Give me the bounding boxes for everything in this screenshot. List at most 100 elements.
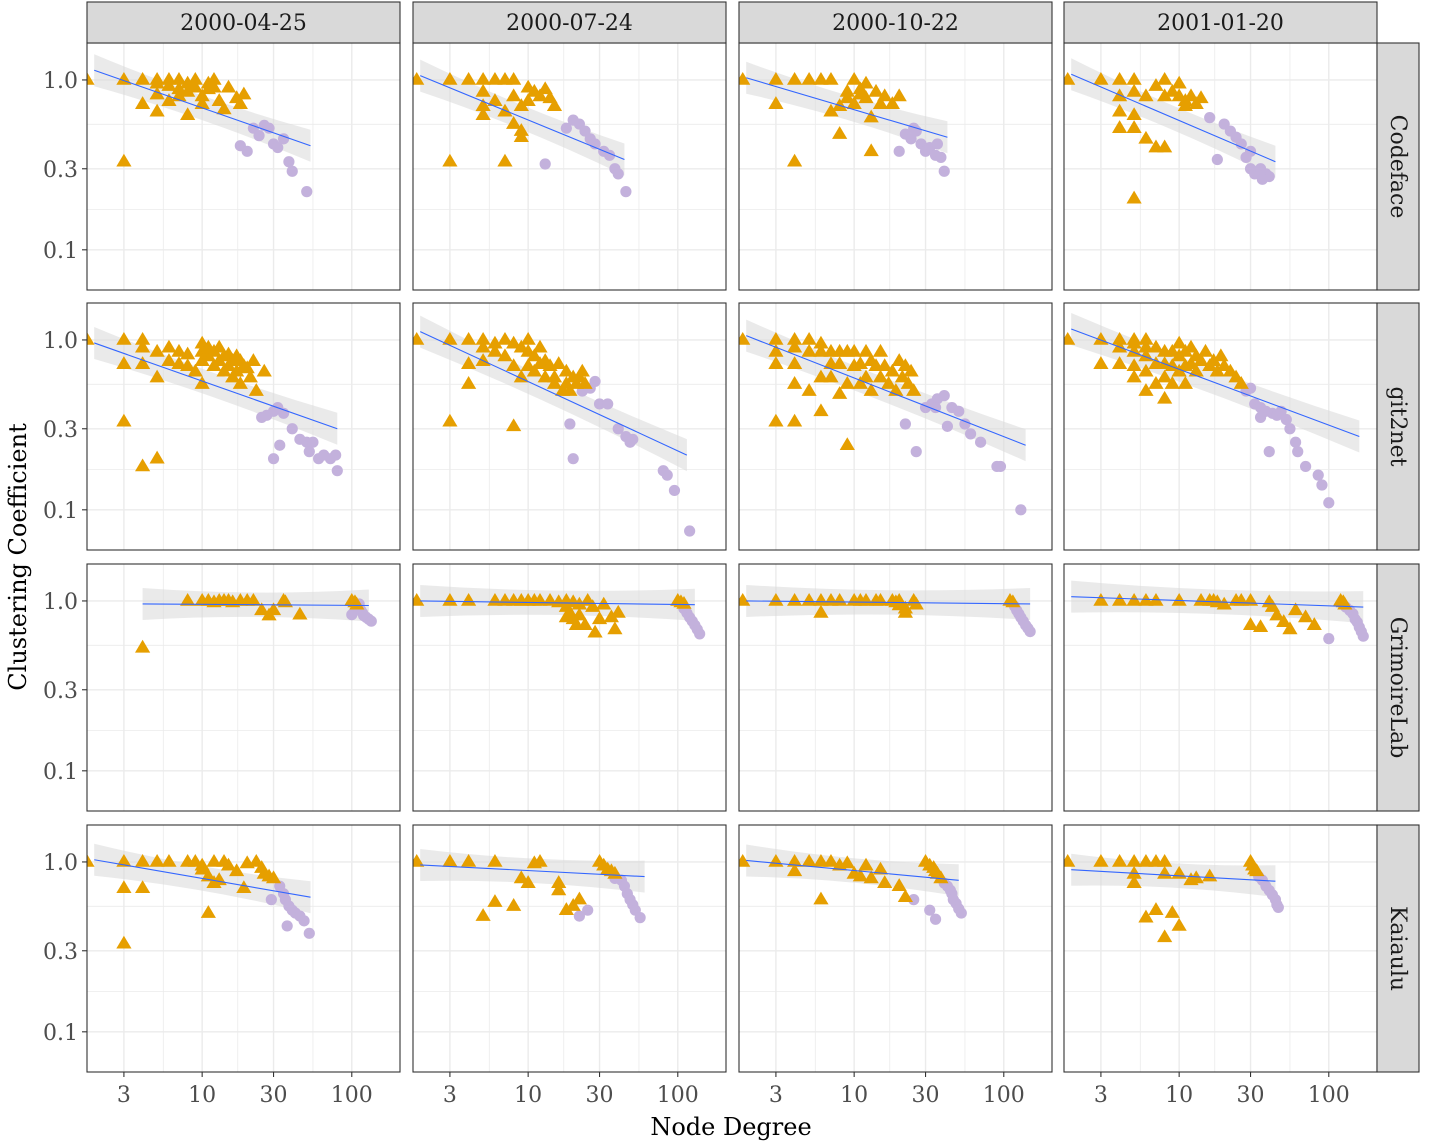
x-tick-label: 3 [117, 1083, 131, 1108]
triangle-point [739, 853, 751, 867]
triangle-point [872, 369, 889, 383]
circle-point [938, 390, 950, 402]
triangle-point [116, 413, 132, 427]
circle-point [539, 158, 551, 170]
trend-line [1071, 73, 1276, 163]
y-tick-label: 0.3 [43, 679, 78, 704]
x-tick-label: 100 [1308, 1083, 1350, 1108]
triangle-point [135, 71, 151, 85]
triangle-point [171, 71, 187, 85]
triangle-point [513, 369, 529, 383]
circle-point [1272, 901, 1284, 914]
triangle-point [506, 335, 522, 349]
triangle-point [787, 592, 803, 606]
triangle-point [256, 363, 272, 377]
triangle-point [863, 870, 879, 884]
triangle-point [180, 592, 196, 606]
triangle-point [171, 343, 187, 357]
triangle-point [787, 853, 803, 867]
trend-line [419, 331, 688, 456]
circle-point [929, 913, 942, 925]
triangle-point [180, 358, 196, 372]
circle-point [953, 405, 965, 417]
triangle-point [832, 98, 848, 112]
triangle-point [801, 331, 817, 345]
triangle-point [116, 935, 132, 949]
trend-line [420, 75, 625, 161]
triangle-point [1093, 356, 1109, 369]
triangle-point [232, 376, 248, 389]
triangle-point [768, 413, 784, 427]
triangle-point [1112, 853, 1128, 867]
triangle-point [813, 891, 829, 905]
triangle-point [461, 853, 477, 867]
triangle-point [161, 93, 177, 106]
triangle-point [149, 450, 165, 464]
triangle-point [852, 376, 868, 389]
circle-point [1300, 460, 1312, 473]
triangle-point [187, 363, 203, 377]
trend-line [746, 335, 1026, 446]
triangle-point [813, 369, 829, 383]
circle-point [1292, 446, 1304, 458]
circle-point [298, 915, 310, 927]
triangle-point [846, 71, 862, 85]
triangle-point [1126, 853, 1142, 867]
triangle-point [254, 602, 270, 616]
triangle-point [1112, 71, 1128, 85]
y-tick-label: 0.3 [43, 158, 78, 183]
triangle-point [487, 853, 503, 867]
circle-point [602, 398, 614, 410]
triangle-point [475, 107, 491, 121]
triangle-point [863, 383, 879, 396]
triangle-point [520, 93, 536, 106]
triangle-point [1138, 331, 1154, 345]
x-axis-title: Node Degree [650, 1113, 811, 1141]
triangle-point [149, 103, 165, 117]
triangle-point [1287, 602, 1304, 616]
triangle-point [1126, 358, 1142, 372]
triangle-point [585, 599, 601, 612]
triangle-point [161, 339, 177, 353]
triangle-point [461, 356, 477, 369]
triangle-point [1093, 71, 1109, 85]
circle-point [893, 145, 905, 157]
triangle-point [906, 383, 922, 396]
triangle-point [149, 343, 165, 357]
x-tick-label: 10 [188, 1083, 216, 1108]
triangle-point [475, 908, 491, 921]
triangle-point [1193, 353, 1209, 366]
triangle-point [194, 861, 210, 875]
triangle-point [1112, 331, 1128, 345]
triangle-point [194, 376, 210, 389]
circle-point [286, 423, 298, 435]
trend-line [142, 603, 369, 607]
circle-point [283, 156, 295, 168]
triangle-point [135, 331, 151, 345]
circle-point [929, 401, 942, 414]
triangle-point [87, 71, 95, 85]
triangle-point [1183, 339, 1199, 353]
circle-point [908, 122, 920, 134]
circle-point [281, 920, 293, 932]
triangle-point [149, 369, 165, 383]
triangle-point [87, 853, 95, 867]
y-tick-label: 1.0 [43, 69, 78, 94]
triangle-point [442, 331, 458, 345]
triangle-point [497, 153, 513, 167]
triangle-point [813, 604, 829, 618]
triangle-point [768, 343, 784, 357]
triangle-point [206, 71, 222, 85]
row-strip-label: git2net [1385, 387, 1410, 467]
column-strip-label: 2000-10-22 [832, 11, 959, 36]
triangle-point [801, 343, 817, 357]
triangle-point [265, 870, 282, 884]
triangle-point [1126, 71, 1142, 85]
trend-line [94, 859, 311, 898]
x-tick-label: 10 [514, 1083, 542, 1108]
triangle-point [200, 905, 216, 918]
triangle-point [442, 71, 458, 85]
y-tick-label: 0.3 [43, 940, 78, 965]
triangle-point [813, 343, 829, 357]
